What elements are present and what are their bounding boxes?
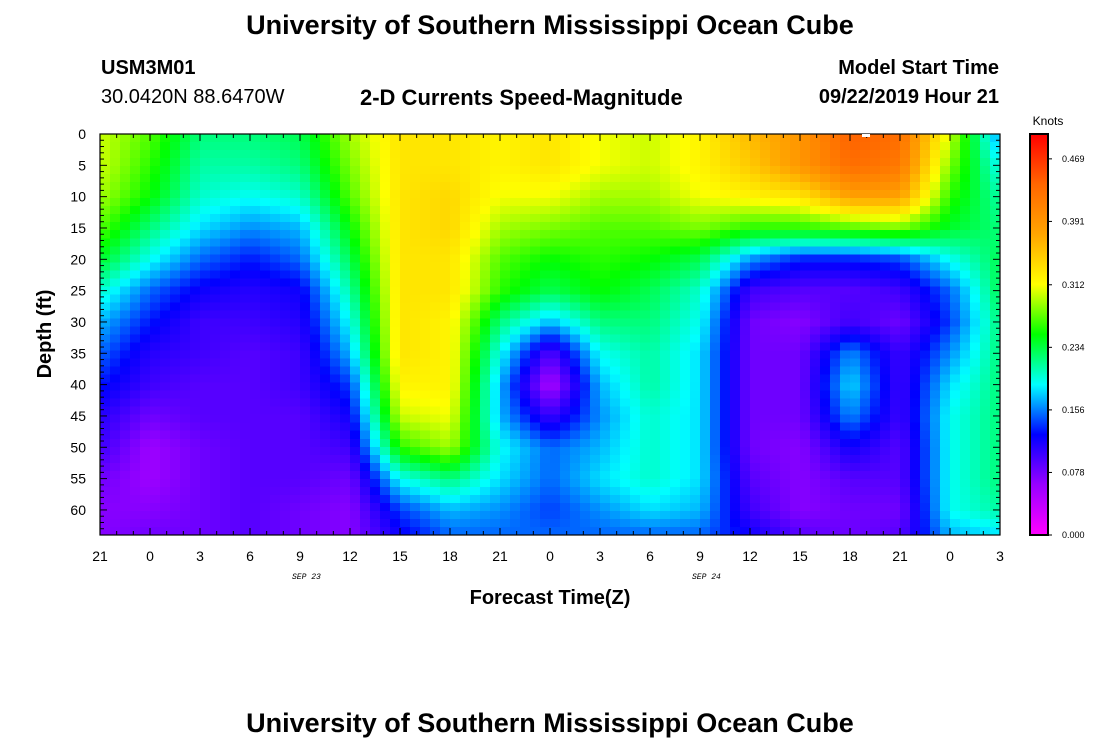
x-tick-label: 12 [342, 548, 358, 564]
y-tick-label: 15 [70, 220, 86, 236]
y-tick-label: 30 [70, 314, 86, 330]
model-start-value: 09/22/2019 Hour 21 [818, 86, 999, 108]
colorbar-tick-label: 0.078 [1062, 467, 1085, 477]
x-tick-label: 6 [246, 548, 254, 564]
y-axis: 0 5 10 15 20 25 30 35 40 45 50 55 60 [70, 126, 1000, 536]
colorbar-ramp [1029, 133, 1049, 536]
y-axis-label: Depth (ft) [34, 290, 56, 379]
x-tick-label: 21 [92, 548, 108, 564]
x-tick-label: 6 [646, 548, 654, 564]
colorbar: 0.000 0.078 0.156 0.234 0.312 0.391 0.469 [1029, 133, 1085, 540]
x-tick-label: 3 [996, 548, 1004, 564]
x-tick-label: 15 [792, 548, 808, 564]
date-label: SEP 23 [292, 573, 321, 582]
plot-frame [99, 133, 1001, 536]
date-label: SEP 24 [692, 573, 721, 582]
x-tick-label: 3 [596, 548, 604, 564]
y-tick-label: 35 [70, 345, 86, 361]
colorbar-tick-label: 0.000 [1062, 530, 1085, 540]
x-tick-label: 9 [696, 548, 704, 564]
x-axis: 21 0 3 6 9 12 15 18 21 0 3 6 9 12 15 18 21 0 3 SEP 23 SEP 24 [92, 134, 1004, 582]
x-tick-label: 18 [442, 548, 458, 564]
colorbar-tick-label: 0.234 [1062, 342, 1085, 352]
y-tick-label: 10 [70, 189, 86, 205]
colorbar-tick-label: 0.156 [1062, 405, 1085, 415]
colorbar-tick-label: 0.469 [1062, 154, 1085, 164]
plot-title: 2-D Currents Speed-Magnitude [360, 85, 683, 110]
y-tick-label: 55 [70, 471, 86, 487]
x-tick-label: 12 [742, 548, 758, 564]
model-start-label: Model Start Time [838, 57, 999, 79]
colorbar-label: Knots [1033, 114, 1064, 128]
y-tick-label: 40 [70, 377, 86, 393]
y-tick-label: 45 [70, 408, 86, 424]
page-title-top: University of Southern Mississippi Ocean… [246, 10, 854, 40]
surface-marker [862, 134, 870, 137]
station-id: USM3M01 [101, 57, 196, 79]
speed-heatmap [100, 134, 1000, 535]
y-tick-label: 50 [70, 439, 86, 455]
x-tick-label: 21 [492, 548, 508, 564]
x-tick-label: 0 [146, 548, 154, 564]
y-tick-label: 60 [70, 502, 86, 518]
page-title-bottom: University of Southern Mississippi Ocean… [246, 708, 854, 738]
x-tick-label: 9 [296, 548, 304, 564]
x-axis-label: Forecast Time(Z) [470, 587, 631, 609]
colorbar-tick-label: 0.312 [1062, 280, 1085, 290]
x-tick-label: 18 [842, 548, 858, 564]
x-tick-label: 0 [946, 548, 954, 564]
colorbar-tick-label: 0.391 [1062, 216, 1085, 226]
y-tick-label: 25 [70, 283, 86, 299]
y-tick-label: 20 [70, 251, 86, 267]
x-tick-label: 15 [392, 548, 408, 564]
y-tick-label: 0 [78, 126, 86, 142]
x-tick-label: 21 [892, 548, 908, 564]
x-tick-label: 0 [546, 548, 554, 564]
station-coords: 30.0420N 88.6470W [101, 86, 285, 108]
x-tick-label: 3 [196, 548, 204, 564]
y-tick-label: 5 [78, 157, 86, 173]
